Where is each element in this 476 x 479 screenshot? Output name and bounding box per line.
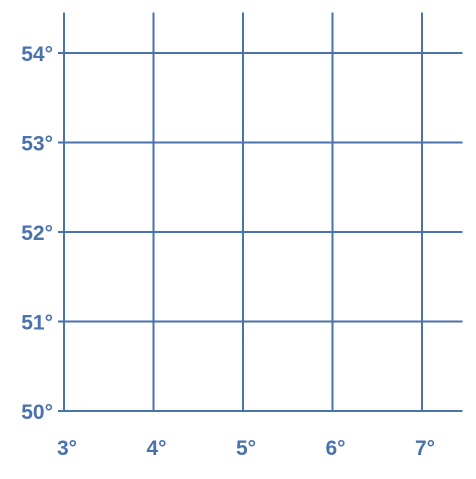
x-tick-label: 4° — [146, 437, 166, 460]
y-axis-latitude: 50° 51° 52° 53° 54° — [21, 43, 53, 424]
x-tick-label: 5° — [236, 437, 256, 460]
y-tick-label: 51° — [21, 312, 53, 335]
x-tick-label: 7° — [415, 437, 435, 460]
x-tick-label: 3° — [57, 437, 77, 460]
y-tick-label: 52° — [21, 222, 53, 245]
y-tick-label: 50° — [21, 401, 53, 424]
x-axis-longitude: 3° 4° 5° 6° 7° — [57, 437, 435, 460]
y-tick-label: 53° — [21, 133, 53, 156]
plot-area — [58, 12, 463, 412]
y-tick-label: 54° — [21, 43, 53, 66]
x-tick-label: 6° — [325, 437, 345, 460]
